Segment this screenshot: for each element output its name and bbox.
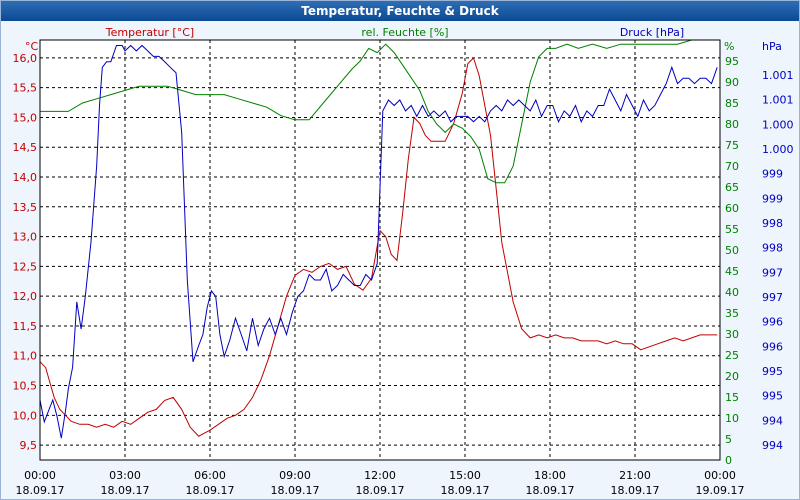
hum-tick-label: 30 [725, 328, 739, 341]
hum-tick-label: 65 [725, 181, 739, 194]
temp-tick-label: 13,5 [13, 201, 38, 214]
x-tick-time: 00:00 [24, 469, 56, 482]
press-tick-label: 995 [762, 390, 783, 403]
hum-tick-label: 15 [725, 391, 739, 404]
hum-tick-label: 60 [725, 202, 739, 215]
press-tick-label: 998 [762, 242, 783, 255]
x-tick-time: 12:00 [364, 469, 396, 482]
x-tick-date: 18.09.17 [101, 484, 150, 497]
press-tick-label: 1.001 [762, 69, 794, 82]
press-tick-label: 1.000 [762, 118, 794, 131]
temp-tick-label: 11,5 [13, 320, 38, 333]
x-tick-time: 18:00 [534, 469, 566, 482]
series-line-hum [40, 39, 720, 184]
hum-tick-label: 75 [725, 139, 739, 152]
temp-tick-label: 12,5 [13, 260, 38, 273]
series-line-temp [39, 56, 718, 437]
tick-labels: 9,5 10,0 10,5 11,0 11,5 12,0 12,5 13,0 13,5 14,0 1… [13, 52, 794, 497]
hum-tick-label: 50 [725, 244, 739, 257]
press-tick-label: 999 [762, 168, 783, 181]
hum-tick-label: 85 [725, 97, 739, 110]
hum-tick-label: 45 [725, 265, 739, 278]
temp-axis-unit: °C [25, 40, 39, 53]
grid-lines [40, 40, 720, 460]
temp-tick-label: 14,0 [13, 171, 38, 184]
temp-tick-label: 10,5 [13, 380, 38, 393]
hum-tick-label: 55 [725, 223, 739, 236]
temp-tick-label: 11,0 [13, 350, 38, 363]
press-tick-label: 994 [762, 439, 783, 452]
temp-tick-label: 14,5 [13, 141, 38, 154]
x-tick-time: 00:00 [704, 469, 736, 482]
x-tick-date: 18.09.17 [186, 484, 235, 497]
temp-tick-label: 13,0 [13, 231, 38, 244]
temp-tick-label: 15,5 [13, 82, 38, 95]
temp-tick-label: 12,0 [13, 290, 38, 303]
x-tick-date: 19.09.17 [696, 484, 745, 497]
x-tick-date: 18.09.17 [356, 484, 405, 497]
press-tick-label: 997 [762, 266, 783, 279]
x-tick-time: 15:00 [449, 469, 481, 482]
press-tick-label: 1.000 [762, 143, 794, 156]
x-tick-date: 18.09.17 [16, 484, 65, 497]
hum-tick-label: 90 [725, 76, 739, 89]
hum-tick-label: 20 [725, 370, 739, 383]
press-tick-label: 1.001 [762, 94, 794, 107]
legend-temp: Temperatur [°C] [105, 26, 194, 39]
x-tick-time: 03:00 [109, 469, 141, 482]
x-tick-time: 21:00 [619, 469, 651, 482]
press-tick-label: 995 [762, 365, 783, 378]
legend-hum: rel. Feuchte [%] [361, 26, 448, 39]
hum-tick-label: 95 [725, 55, 739, 68]
x-tick-time: 09:00 [279, 469, 311, 482]
hum-tick-label: 40 [725, 286, 739, 299]
x-tick-time: 06:00 [194, 469, 226, 482]
x-tick-date: 18.09.17 [271, 484, 320, 497]
x-tick-date: 18.09.17 [611, 484, 660, 497]
press-tick-label: 998 [762, 217, 783, 230]
temp-tick-label: 10,0 [13, 409, 38, 422]
legend-press: Druck [hPa] [620, 26, 684, 39]
hum-tick-label: 5 [725, 433, 732, 446]
x-tick-date: 18.09.17 [441, 484, 490, 497]
temp-tick-label: 9,5 [20, 439, 38, 452]
series-layer [39, 39, 720, 439]
press-tick-label: 994 [762, 414, 783, 427]
hum-tick-label: 70 [725, 160, 739, 173]
press-tick-label: 996 [762, 340, 783, 353]
series-line-press [39, 44, 718, 439]
x-tick-date: 18.09.17 [526, 484, 575, 497]
hum-tick-label: 0 [725, 454, 732, 467]
press-tick-label: 997 [762, 291, 783, 304]
hum-tick-label: 25 [725, 349, 739, 362]
hum-axis-unit: % [724, 40, 734, 53]
hum-tick-label: 10 [725, 412, 739, 425]
press-axis-unit: hPa [762, 40, 782, 53]
hum-tick-label: 80 [725, 118, 739, 131]
plot-border [39, 39, 721, 461]
press-tick-label: 996 [762, 316, 783, 329]
temp-tick-label: 16,0 [13, 52, 38, 65]
temp-tick-label: 15,0 [13, 111, 38, 124]
press-tick-label: 999 [762, 192, 783, 205]
hum-tick-label: 35 [725, 307, 739, 320]
chart-title: Temperatur, Feuchte & Druck [1, 1, 799, 21]
